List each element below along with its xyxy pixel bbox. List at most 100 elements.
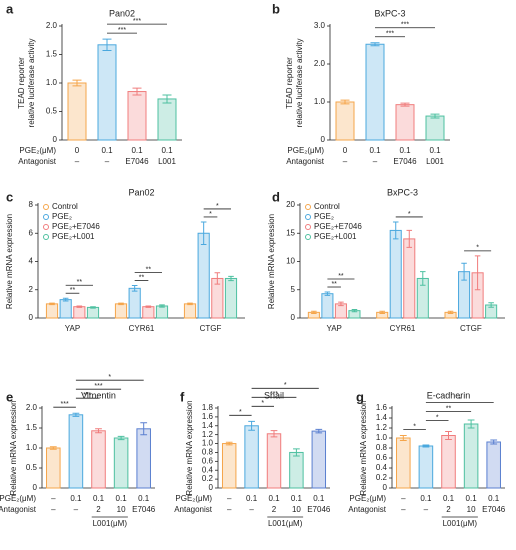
row-value: E7046 [132,505,156,514]
y-axis-label: TEAD reporter [285,57,294,109]
legend-label: PGE₂+L001 [52,232,95,241]
row-label: Antagonist [18,157,57,166]
row-value: E7046 [307,505,331,514]
y-tick-label: 0.5 [46,107,58,116]
y-axis-label: Relative mRNA expression [359,400,368,495]
x-tick-label: CTGF [460,324,482,333]
panel-letter: f [180,389,185,404]
error-bar [102,38,112,52]
y-tick-label: 1.5 [46,50,58,59]
bar [418,445,434,489]
y-tick-label: 5 [291,285,296,294]
error-bar [340,99,350,105]
y-tick-label: 1.2 [376,423,388,432]
error-bar [49,302,55,306]
legend-label: PGE₂+L001 [314,232,357,241]
bar [59,299,72,319]
error-bar [467,419,475,429]
bar [321,293,334,319]
bar [136,428,151,489]
row-label: Antagonist [348,505,387,514]
row-value: 0.1 [138,494,150,503]
y-tick-label: 10 [286,257,295,266]
y-tick-label: 1.2 [202,430,214,439]
bar [114,303,128,319]
error-bar [474,255,481,291]
bar [486,441,501,489]
row-value: 0.1 [268,494,280,503]
group-label: L001(μM) [268,519,303,528]
bar [113,437,129,489]
bar [127,91,147,141]
row-value: 0.1 [466,494,478,503]
row-value: – [51,494,56,503]
x-tick-label: YAP [65,324,80,333]
panel-letter: g [356,389,364,404]
y-tick-label: 0.4 [202,465,214,474]
y-tick-label: 0.8 [202,448,214,457]
row-value: 0.1 [246,494,258,503]
error-bar [214,272,221,285]
row-value: 0.1 [161,146,173,155]
chart-title: E-cadherin [427,390,471,400]
y-tick-label: 1.0 [26,443,38,452]
significance-label: * [261,400,264,407]
panel-letter: b [272,1,280,16]
chart-title: BxPC-3 [374,8,405,18]
bar [128,287,141,319]
x-tick-label: CTGF [200,324,222,333]
y-tick-label: 0 [209,483,214,492]
row-value: E7046 [393,157,417,166]
bar [155,305,169,319]
row-value: – [249,505,254,514]
bar [91,430,106,489]
row-label: PGE₂(μM) [287,146,324,155]
error-bar [228,275,234,282]
bar [86,306,100,319]
significance-label: *** [118,27,126,34]
row-value: L001 [158,157,176,166]
error-bar [270,430,278,438]
row-value: L001 [426,157,444,166]
significance-label: * [239,409,242,416]
error-bar [315,428,323,434]
row-value: 0.1 [313,494,325,503]
bar [441,435,456,489]
significance-label: ** [70,287,76,294]
chart-title: Vimentin [81,390,116,400]
chart-title: BxPC-3 [387,187,418,197]
legend-marker [43,224,49,230]
bar [425,115,445,141]
row-value: 0.1 [369,146,381,155]
row-label: PGE₂(μM) [175,494,212,503]
error-bar [488,302,494,308]
row-value: E7046 [125,157,149,166]
error-bar [117,435,125,441]
bar [46,447,61,489]
legend-label: PGE₂ [52,212,72,221]
significance-label: * [408,211,411,218]
error-bar [90,306,96,309]
y-tick-label: 0.6 [376,453,388,462]
bar [45,303,59,319]
legend-marker [305,214,311,220]
x-tick-label: CYR61 [129,324,155,333]
y-tick-label: 0 [33,483,38,492]
y-tick-label: 1.6 [376,403,388,412]
y-tick-label: 1.6 [202,412,214,421]
y-tick-label: 2.0 [314,59,326,68]
y-axis-label: Relative mRNA expression [9,400,18,495]
y-tick-label: 4 [29,257,34,266]
bar [221,443,237,489]
error-bar [430,113,440,119]
y-tick-label: 15 [286,228,295,237]
significance-label: ** [139,274,145,281]
row-value: 0.1 [488,494,500,503]
bar [68,414,84,489]
error-bar [72,79,82,87]
chart-title: Pan02 [128,187,154,197]
y-tick-label: 1.5 [26,423,38,432]
y-axis-label: TEAD reporter [17,57,26,109]
bar [395,104,415,141]
row-value: 10 [292,505,301,514]
